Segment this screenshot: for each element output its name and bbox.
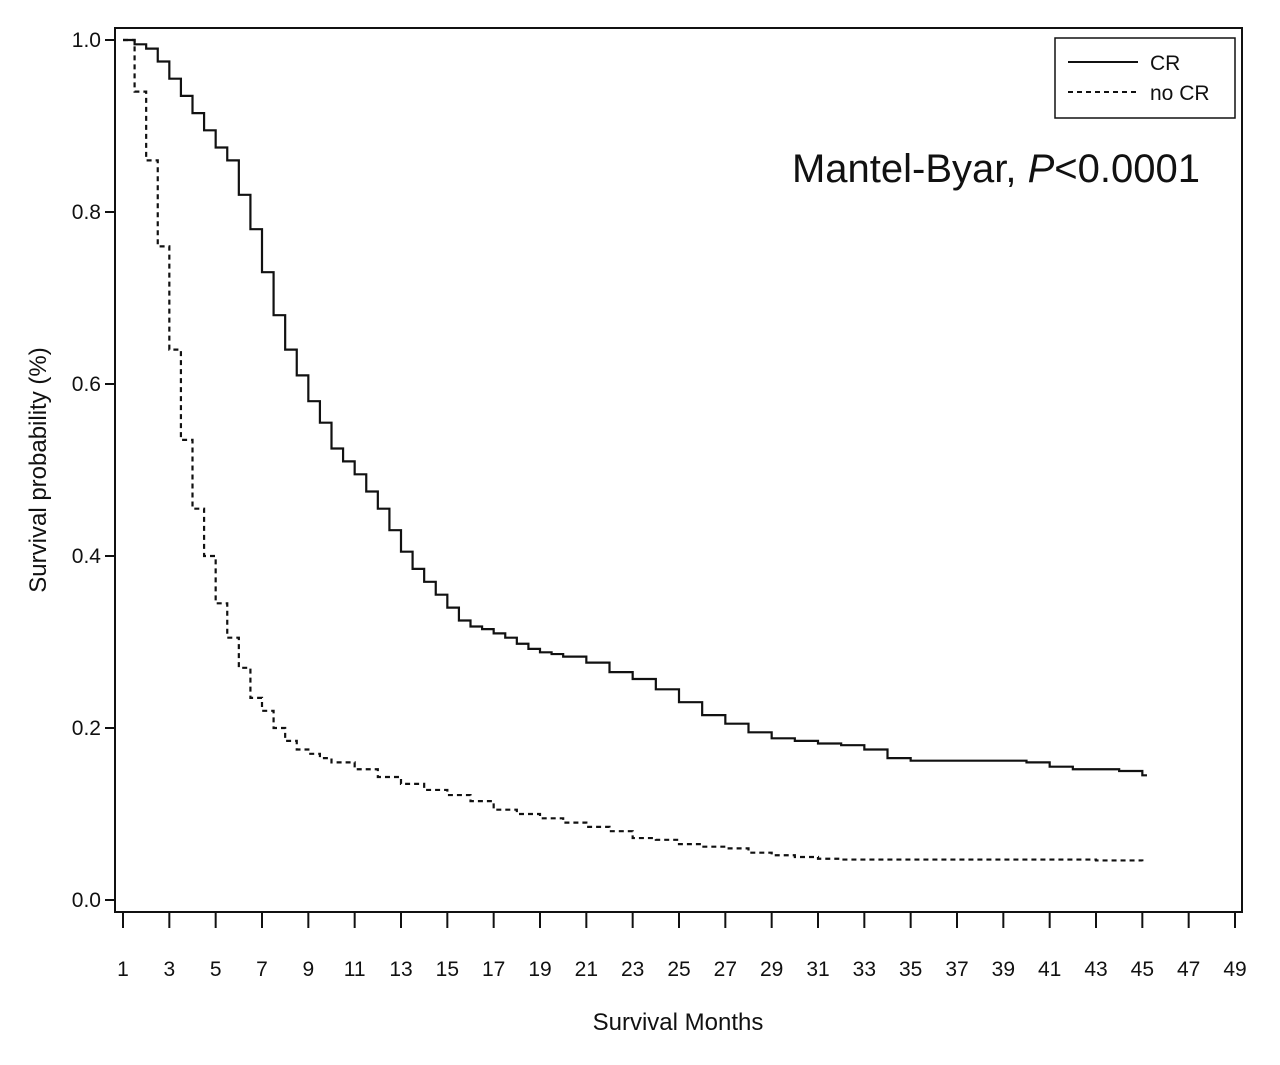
x-tick-label: 47 [1177,958,1200,981]
x-tick-label: 5 [210,958,222,981]
y-tick-label: 0.4 [72,545,102,568]
y-axis-label: Survival probability (%) [25,347,52,592]
y-tick-label: 1.0 [72,29,101,52]
annotation-test-name: Mantel-Byar, [792,147,1028,191]
legend-box [1054,37,1236,119]
annotation-p-symbol: P [1028,147,1055,191]
x-tick-label: 25 [667,958,690,981]
x-tick-label: 9 [302,958,314,981]
x-axis-label: Survival Months [593,1009,764,1036]
x-tick-label: 27 [714,958,737,981]
x-tick-label: 31 [806,958,829,981]
x-tick-label: 7 [256,958,268,981]
legend-label-no-cr: no CR [1150,82,1210,105]
x-tick-label: 11 [344,958,366,981]
x-tick-label: 45 [1131,958,1154,981]
legend-label-cr: CR [1150,52,1180,75]
y-tick-label: 0.8 [72,201,101,224]
x-axis-ticks: 1 3 5 7 9 11 13 15 17 19 21 23 25 27 29 31 33 35 37 39 41 43 4… [117,912,1247,981]
annotation-p-value: <0.0001 [1054,147,1200,191]
y-axis-ticks: 0.0 0.2 0.4 0.6 0.8 1.0 [72,29,115,912]
x-tick-label: 23 [621,958,644,981]
x-tick-label: 35 [899,958,922,981]
y-tick-label: 0.0 [72,889,101,912]
y-tick-label: 0.2 [72,717,101,740]
legend: CR no CR [1054,37,1236,119]
x-tick-label: 41 [1038,958,1061,981]
x-tick-label: 29 [760,958,783,981]
x-tick-label: 3 [163,958,175,981]
x-tick-label: 17 [482,958,505,981]
x-tick-label: 33 [853,958,876,981]
x-tick-label: 13 [389,958,412,981]
test-annotation: Mantel-Byar, P<0.0001 [792,147,1200,191]
x-tick-label: 19 [528,958,551,981]
series-layer [123,38,1147,862]
x-tick-label: 37 [945,958,968,981]
series-line-no-cr [123,38,1144,862]
series-line-cr [123,38,1147,777]
x-tick-label: 43 [1084,958,1107,981]
x-tick-label: 15 [436,958,459,981]
x-tick-label: 39 [992,958,1015,981]
x-tick-label: 1 [117,958,129,981]
x-tick-label: 21 [575,958,598,981]
x-tick-label: 49 [1223,958,1246,981]
y-tick-label: 0.6 [72,373,101,396]
